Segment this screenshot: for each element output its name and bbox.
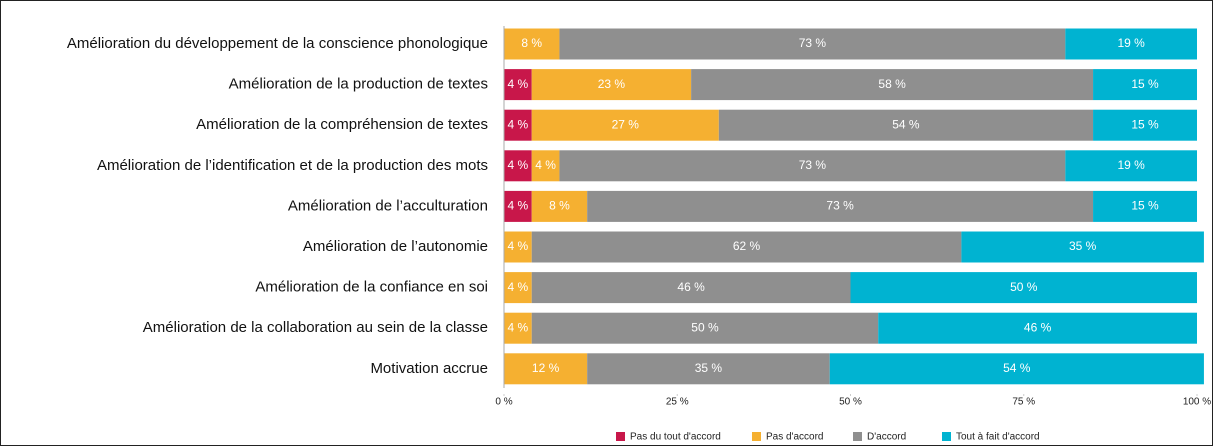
- bar-segment: [504, 312, 532, 344]
- value-label: 4 %: [508, 199, 529, 213]
- value-label: 8 %: [521, 36, 542, 50]
- bar-segment: [961, 231, 1204, 263]
- bar-segment: [531, 272, 851, 304]
- value-label: 50 %: [691, 320, 719, 334]
- bar-segment: [504, 28, 560, 60]
- category-label: Amélioration du développement de la cons…: [67, 35, 488, 52]
- category-label: Amélioration de la collaboration au sein…: [143, 319, 488, 336]
- bar-segment: [587, 353, 830, 385]
- bar-segment: [559, 150, 1066, 182]
- bar-segment: [504, 353, 588, 385]
- bar-segment: [531, 69, 692, 101]
- value-label: 15 %: [1131, 77, 1159, 91]
- bar-segment: [531, 150, 560, 182]
- value-label: 15 %: [1131, 117, 1159, 131]
- category-label: Amélioration de la compréhension de text…: [196, 116, 488, 133]
- value-label: 4 %: [508, 117, 529, 131]
- bar-segment: [504, 150, 532, 182]
- category-label: Motivation accrue: [370, 360, 488, 377]
- bar-segment: [504, 231, 532, 263]
- legend-swatch: [752, 432, 761, 441]
- value-label: 4 %: [508, 239, 529, 253]
- bar-segment: [829, 353, 1204, 385]
- value-label: 4 %: [508, 158, 529, 172]
- x-tick-label: 25 %: [666, 397, 689, 408]
- bar-segment: [1093, 190, 1197, 222]
- value-label: 19 %: [1117, 36, 1145, 50]
- bar-segment: [1065, 28, 1197, 60]
- bar-segment: [1093, 69, 1197, 101]
- legend-swatch: [942, 432, 951, 441]
- value-label: 19 %: [1117, 158, 1145, 172]
- category-label: Amélioration de l’autonomie: [303, 238, 488, 255]
- value-label: 46 %: [1024, 320, 1052, 334]
- x-tick-label: 75 %: [1012, 397, 1035, 408]
- value-label: 12 %: [532, 361, 560, 375]
- value-label: 62 %: [733, 239, 761, 253]
- category-label: Amélioration de l’identification et de l…: [97, 157, 488, 174]
- legend-swatch: [853, 432, 862, 441]
- category-label: Amélioration de la production de textes: [229, 76, 488, 93]
- bar-segment: [878, 312, 1197, 344]
- value-label: 46 %: [677, 280, 705, 294]
- bar-segment: [504, 109, 532, 141]
- value-label: 73 %: [799, 36, 827, 50]
- bar-segment: [531, 109, 719, 141]
- value-label: 15 %: [1131, 199, 1159, 213]
- value-label: 35 %: [695, 361, 723, 375]
- value-label: 50 %: [1010, 280, 1038, 294]
- bar-segment: [531, 231, 962, 263]
- legend-label: Pas d'accord: [766, 432, 824, 443]
- bar-segment: [504, 272, 532, 304]
- value-label: 54 %: [1003, 361, 1031, 375]
- bar-segment: [718, 109, 1094, 141]
- legend-label: D'accord: [867, 432, 906, 443]
- x-tick-label: 0 %: [495, 397, 512, 408]
- bar-segment: [1065, 150, 1197, 182]
- value-label: 8 %: [549, 199, 570, 213]
- value-label: 73 %: [826, 199, 854, 213]
- value-label: 4 %: [508, 77, 529, 91]
- bar-segment: [531, 190, 588, 222]
- x-tick-label: 50 %: [839, 397, 862, 408]
- bar-segment: [587, 190, 1094, 222]
- value-label: 23 %: [598, 77, 626, 91]
- bar-segment: [850, 272, 1197, 304]
- value-label: 58 %: [878, 77, 906, 91]
- legend-label: Tout à fait d'accord: [956, 432, 1040, 443]
- legend-label: Pas du tout d'accord: [630, 432, 721, 443]
- bar-segment: [504, 69, 532, 101]
- value-label: 4 %: [508, 320, 529, 334]
- category-label: Amélioration de la confiance en soi: [255, 279, 488, 296]
- value-label: 54 %: [892, 117, 920, 131]
- bar-segment: [691, 69, 1094, 101]
- bar-segment: [1093, 109, 1197, 141]
- value-label: 4 %: [535, 158, 556, 172]
- value-label: 35 %: [1069, 239, 1097, 253]
- bar-segment: [504, 190, 532, 222]
- value-label: 4 %: [508, 280, 529, 294]
- bar-segment: [531, 312, 879, 344]
- value-label: 73 %: [799, 158, 827, 172]
- legend-swatch: [616, 432, 625, 441]
- value-label: 27 %: [612, 117, 640, 131]
- bar-segment: [559, 28, 1066, 60]
- x-tick-label: 100 %: [1183, 397, 1211, 408]
- category-label: Amélioration de l’acculturation: [288, 197, 488, 214]
